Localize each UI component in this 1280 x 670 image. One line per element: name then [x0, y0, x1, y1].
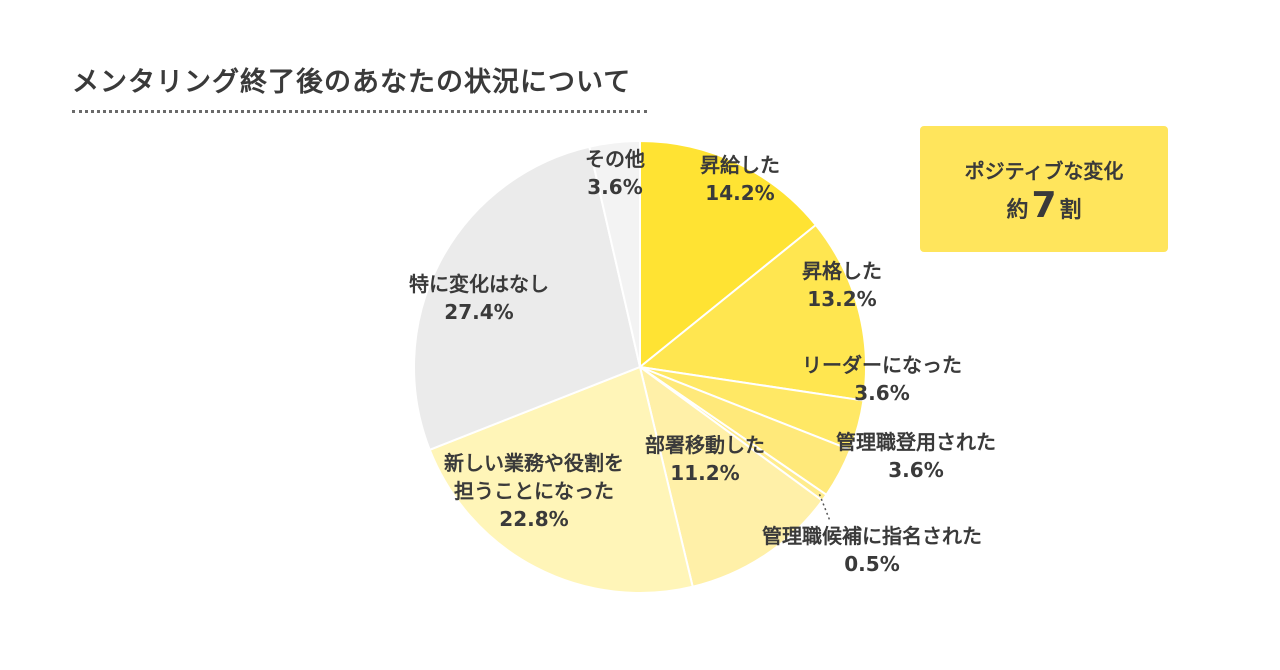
slice-label: 特に変化はなし 27.4%	[409, 272, 549, 324]
pie-slice	[637, 223, 867, 402]
pie-slice	[428, 365, 694, 594]
slice-label: 昇格した 13.2%	[802, 259, 882, 311]
slice-label: 部署移動した 11.2%	[645, 433, 765, 485]
slice-label: 新しい業務や役割を担うことになった 22.8%	[444, 451, 624, 531]
chart-title: メンタリング終了後のあなたの状況について	[72, 67, 632, 98]
badge-prefix: 約	[1006, 197, 1029, 223]
slice-label: リーダーになった 3.6%	[802, 353, 962, 405]
pie-slice	[588, 139, 641, 368]
slice-label: その他 3.6%	[585, 147, 645, 199]
positive-change-badge: ポジティブな変化 約 7 割	[920, 126, 1168, 252]
pie-slice	[413, 145, 642, 452]
pie-slice	[639, 139, 818, 370]
badge-heading: ポジティブな変化	[964, 158, 1124, 183]
badge-suffix: 割	[1059, 197, 1082, 223]
title-dotted-rule	[72, 110, 647, 113]
pie-slice	[638, 364, 824, 588]
slice-label: 管理職候補に指名された 0.5%	[762, 524, 982, 576]
badge-number: 7	[1031, 184, 1057, 226]
badge-summary: 約 7 割	[1006, 184, 1082, 226]
slice-label: 昇給した 14.2%	[700, 153, 780, 205]
slice-label: 管理職登用された 3.6%	[836, 430, 996, 482]
